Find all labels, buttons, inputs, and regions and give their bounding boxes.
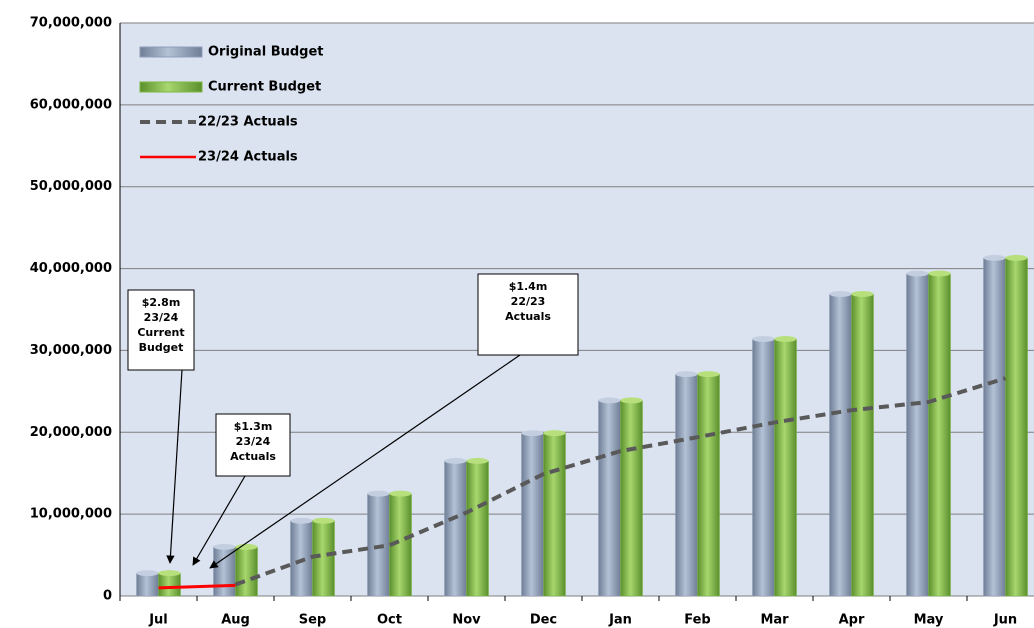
legend-swatch [139,46,203,58]
annotation-text: $1.4m [509,280,548,293]
y-tick-label: 50,000,000 [30,179,112,194]
bar-cap [928,270,951,277]
bar [620,400,643,597]
line [234,376,1007,587]
bar-cap [851,290,874,297]
y-tick-label: 70,000,000 [30,16,112,31]
y-tick-label: 0 [103,589,112,604]
bar-cap [213,543,236,550]
line [158,583,236,590]
legend-label: 22/23 Actuals [198,115,298,130]
bar [1005,257,1028,597]
bar-cap [136,570,159,577]
annotation-text: Actuals [230,450,276,463]
bar-cap [752,335,775,342]
bar-cap [290,517,313,524]
bar-cap [543,430,566,437]
bar-cap [521,430,544,437]
x-tick-label: Sep [299,613,327,628]
y-tick-label: 10,000,000 [30,507,112,522]
annotation-text: Budget [139,341,184,354]
legend-label: Original Budget [208,45,324,60]
bar [136,572,159,597]
annotation-box [127,289,195,371]
x-tick-label: Feb [684,613,710,628]
bar-cap [235,543,258,550]
bar [290,520,313,597]
bar [774,338,797,597]
bar-cap [697,371,720,378]
annotation-text: 23/24 [236,435,271,448]
bar-cap [466,457,489,464]
x-tick-label: Apr [839,613,865,628]
bar [158,572,181,597]
bar [697,373,720,597]
bar-cap [906,270,929,277]
bar [598,400,621,597]
x-tick-label: Mar [760,613,789,628]
bar-cap [620,397,643,404]
legend-label: 23/24 Actuals [198,150,298,165]
x-tick-label: Aug [221,613,250,628]
legend-label: Current Budget [208,80,321,95]
bar-cap [367,490,390,497]
y-tick-label: 40,000,000 [30,261,112,276]
bar [235,546,258,597]
bar [829,293,852,597]
x-tick-label: Jun [993,613,1017,628]
y-tick-label: 60,000,000 [30,97,112,112]
annotation-text: 23/24 [144,311,179,324]
bar [675,373,698,597]
bar-cap [598,397,621,404]
annotation-arrow [166,369,183,564]
bar [213,546,236,597]
bar-cap [158,570,181,577]
bar-cap [312,517,335,524]
annotation-box [215,413,291,477]
legend-swatch [139,81,203,93]
annotation-text: 22/23 [511,295,546,308]
bar [928,273,951,597]
bar [752,338,775,597]
bar-cap [389,490,412,497]
annotation-text: Current [137,326,184,339]
bar [312,520,335,597]
bar-cap [1005,254,1028,261]
bar-cap [444,457,467,464]
annotation-box [477,273,579,356]
x-tick-label: May [914,613,944,628]
bar [543,432,566,597]
x-tick-label: Dec [530,613,557,628]
annotation-arrow [209,354,521,569]
x-tick-label: Jan [608,613,632,628]
annotation-text: $1.3m [234,420,273,433]
bar-cap [675,371,698,378]
bar [444,460,467,597]
bar [367,493,390,597]
bar [466,460,489,597]
bar [983,257,1006,597]
bar-cap [983,254,1006,261]
x-tick-label: Jul [148,613,168,628]
annotation-text: $2.8m [142,296,181,309]
annotation-arrow [192,475,246,566]
y-tick-label: 20,000,000 [30,425,112,440]
annotation-text: Actuals [505,310,551,323]
y-tick-label: 30,000,000 [30,343,112,358]
x-tick-label: Oct [377,613,402,628]
bar [521,432,544,597]
bar [851,293,874,597]
bar-cap [829,290,852,297]
bar [906,273,929,597]
bar-cap [774,335,797,342]
x-tick-label: Nov [452,613,481,628]
